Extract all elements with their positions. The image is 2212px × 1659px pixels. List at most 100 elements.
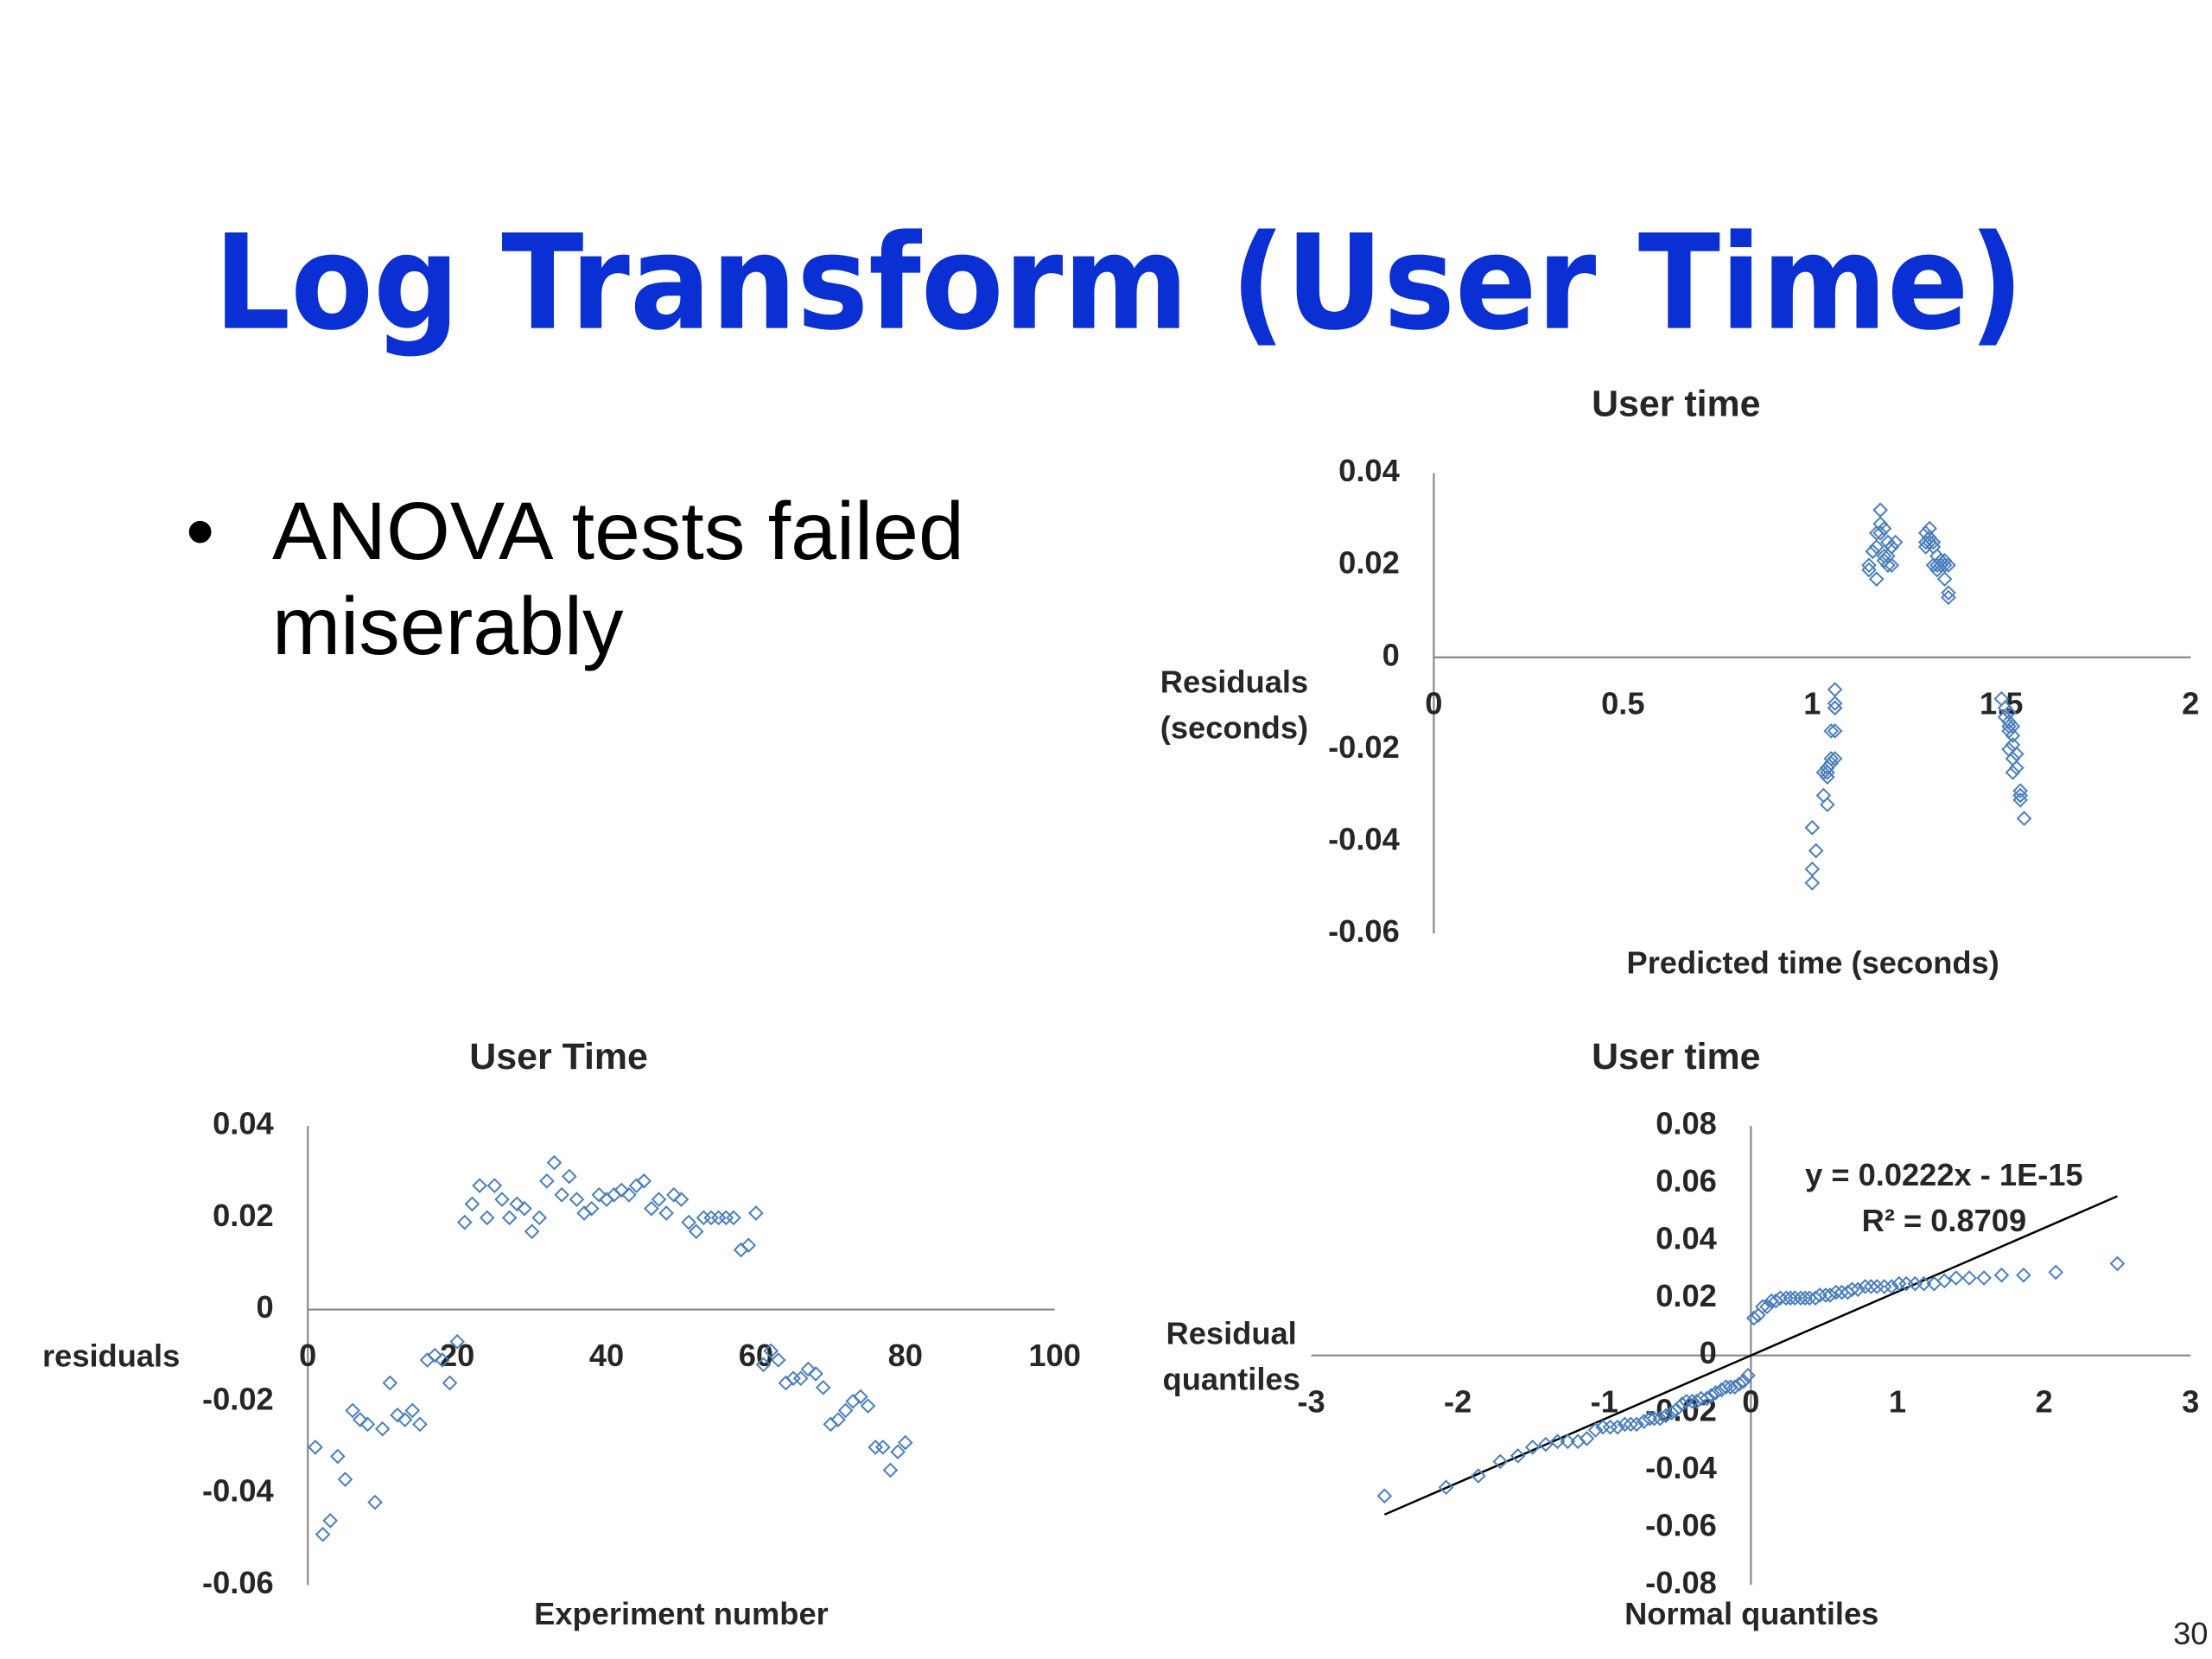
scatter-point [2005, 718, 2021, 734]
scatter-point [2005, 765, 2021, 780]
scatter-point [1941, 585, 1956, 601]
y-tick-label: 0.02 [1338, 545, 1400, 581]
y-tick-label: 0.02 [213, 1198, 274, 1233]
chart-title: User Time [469, 1036, 648, 1077]
scatter-point [808, 1366, 823, 1382]
scatter-point [1629, 1416, 1644, 1433]
scatter-point [479, 1210, 495, 1226]
x-tick-label: 100 [1028, 1338, 1081, 1373]
scatter-point [1872, 502, 1888, 518]
scatter-point [1783, 1290, 1799, 1306]
scatter-point [1808, 842, 1824, 859]
scatter-point [792, 1370, 809, 1387]
scatter-point [1844, 1281, 1860, 1298]
y-tick-label: 0.02 [1656, 1278, 1717, 1313]
scatter-point [337, 1471, 353, 1487]
scatter-point [1822, 1287, 1838, 1303]
scatter-point [673, 1192, 690, 1207]
scatter-point [1891, 1275, 1907, 1292]
scatter-point [1925, 534, 1942, 550]
scatter-point [1610, 1419, 1625, 1435]
scatter-point [1827, 696, 1843, 711]
x-tick-label: 40 [589, 1338, 624, 1373]
scatter-point [583, 1200, 600, 1217]
scatter-point [330, 1448, 346, 1465]
scatter-point [345, 1402, 360, 1419]
y-tick-label: 0.04 [1656, 1220, 1717, 1255]
scatter-point [352, 1412, 368, 1427]
scatter-point [1736, 1373, 1751, 1389]
x-tick-label: 3 [2182, 1383, 2199, 1419]
scatter-point [2001, 714, 2017, 730]
scatter-point [501, 1210, 518, 1226]
scatter-point [442, 1375, 458, 1391]
scatter-point [2016, 1267, 2031, 1283]
scatter-point [763, 1343, 779, 1359]
scatter-point [1646, 1410, 1662, 1427]
y-tick-label: 0.08 [1656, 1106, 1717, 1141]
scatter-point [890, 1444, 906, 1460]
scatter-point [651, 1192, 667, 1207]
scatter-point [830, 1412, 846, 1427]
chart-title: User time [1592, 1036, 1760, 1077]
y-axis-label: residuals [42, 1338, 180, 1374]
scatter-point [1868, 571, 1885, 587]
scatter-point [1827, 723, 1843, 739]
scatter-point [591, 1186, 607, 1203]
y-tick-label: 0 [1700, 1335, 1717, 1370]
scatter-point [1936, 553, 1953, 569]
scatter-point [2012, 792, 2029, 808]
bullet-list: ANOVA tests failed miserably [186, 484, 1102, 674]
y-tick-label: -0.06 [1328, 913, 1400, 949]
scatter-point [531, 1210, 548, 1226]
scatter-point [322, 1513, 339, 1529]
scatter-point [1872, 516, 1888, 532]
y-tick-label: -0.06 [1645, 1507, 1717, 1542]
scatter-point [1861, 562, 1877, 578]
scatter-point [1876, 548, 1892, 564]
scatter-point [1759, 1299, 1775, 1315]
scatter-point [621, 1186, 637, 1203]
scatter-point [1820, 797, 1835, 813]
x-axis-label: Predicted time (seconds) [1627, 944, 1999, 980]
scatter-point [2008, 746, 2024, 762]
scatter-point [1787, 1290, 1803, 1306]
scatter-point [1948, 1270, 1964, 1286]
scatter-point [359, 1416, 376, 1433]
scatter-point [554, 1186, 569, 1203]
scatter-point [1941, 589, 1956, 606]
scatter-point [1804, 874, 1821, 891]
scatter-point [1707, 1384, 1724, 1401]
y-axis-label: Residual quantiles [1163, 1315, 1300, 1396]
scatter-point [1850, 1281, 1866, 1298]
scatter-point [1884, 1279, 1900, 1294]
scatter-point [1617, 1416, 1633, 1433]
scatter-point [2109, 1255, 2126, 1272]
scatter-point [464, 1196, 480, 1212]
y-axis-label: Residuals (seconds) [1160, 664, 1308, 745]
scatter-point [1863, 1279, 1879, 1294]
x-tick-label: -3 [1297, 1383, 1325, 1419]
scatter-point [456, 1214, 473, 1230]
scatter-point [1699, 1390, 1715, 1407]
scatter-point [1997, 700, 2013, 716]
scatter-point [1827, 700, 1843, 716]
scatter-point [427, 1347, 443, 1363]
scatter-point [509, 1196, 525, 1212]
scatter-point [1869, 1279, 1885, 1294]
page-number: 30 [2173, 1616, 2208, 1651]
scatter-point [1804, 820, 1821, 836]
slide-title: Log Transform (User Time) [213, 207, 2024, 359]
scatter-point [2012, 787, 2029, 804]
scatter-point [644, 1200, 659, 1217]
scatter-point [1595, 1419, 1611, 1435]
scatter-point [1438, 1479, 1454, 1496]
scatter-point [1993, 1267, 2010, 1283]
scatter-point [390, 1407, 405, 1423]
scatter-point [1861, 557, 1877, 574]
scatter-point [1587, 1422, 1604, 1438]
chart: User time Normal quantiles Residual quantil… [1163, 1036, 2200, 1631]
scatter-point [472, 1178, 487, 1193]
scatter-point [815, 1380, 831, 1395]
scatter-point [2005, 728, 2021, 744]
